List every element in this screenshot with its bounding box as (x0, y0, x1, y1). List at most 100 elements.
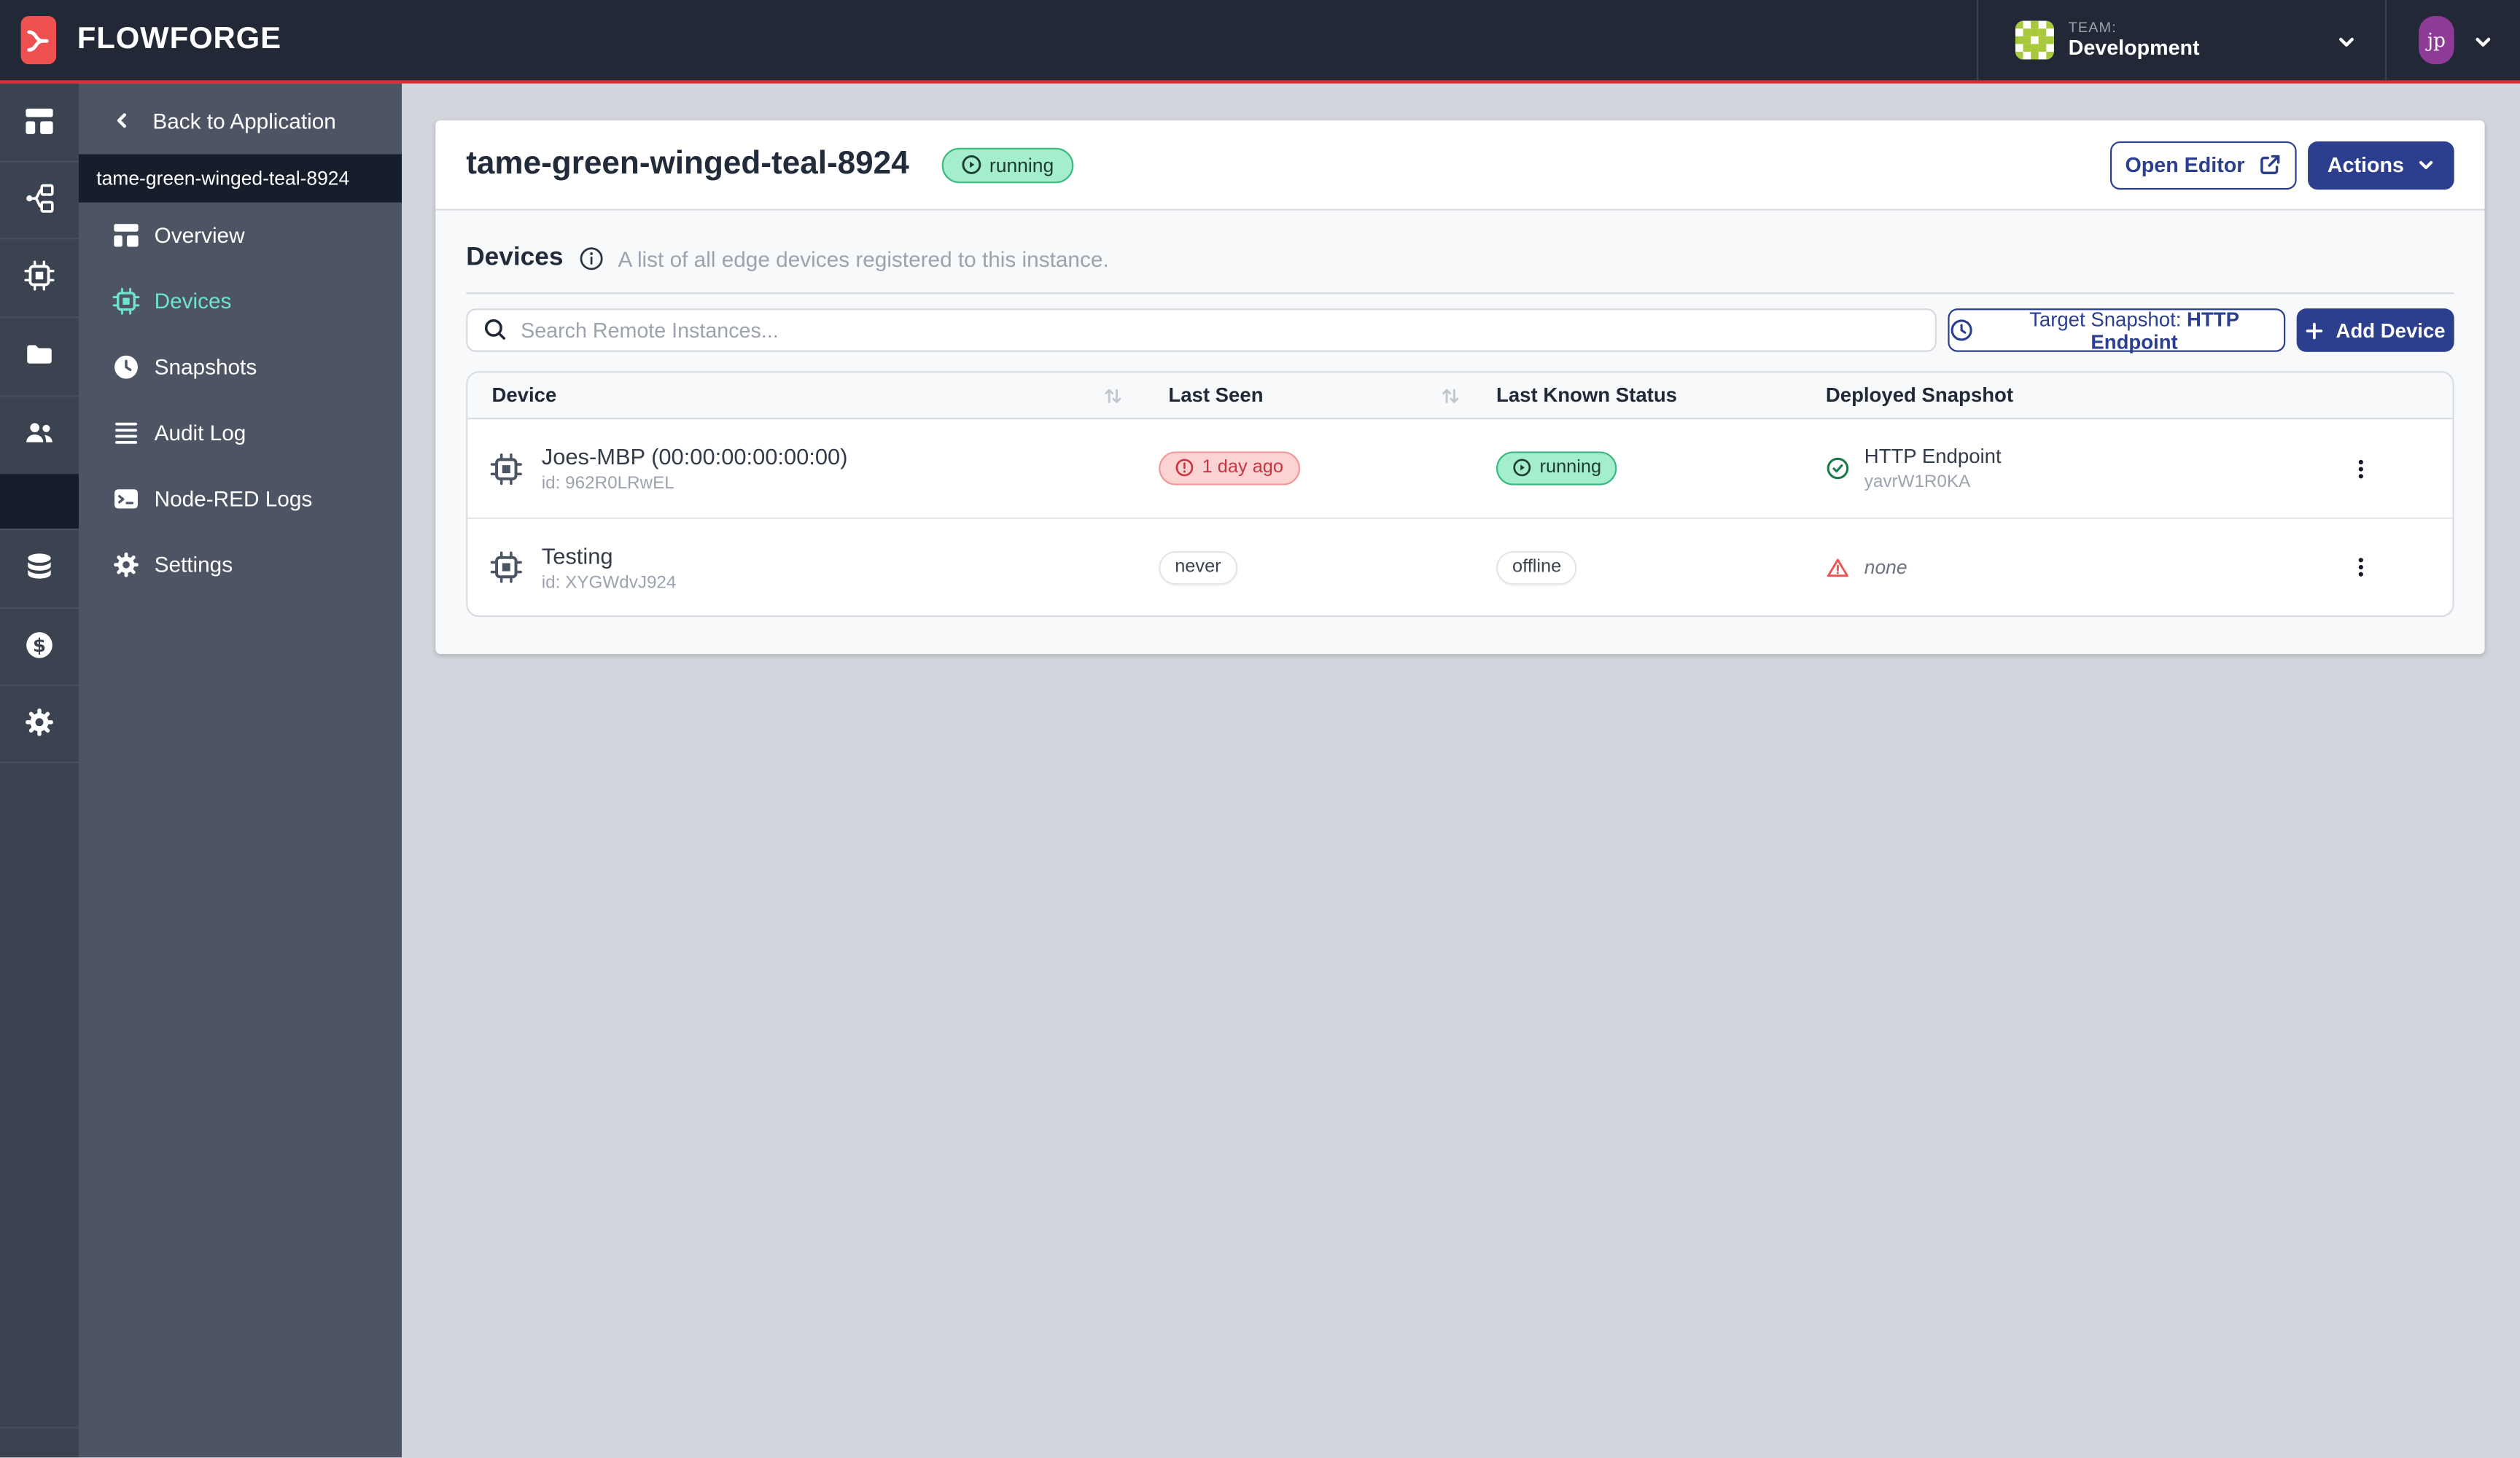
info-icon[interactable] (578, 246, 603, 271)
header-actions: Open Editor Actions (2109, 140, 2454, 189)
top-navbar: FLOWFORGE (0, 0, 2520, 84)
last-seen-cell: never (1144, 550, 1482, 585)
device-id: id: 962R0LRwEL (541, 474, 674, 494)
columns-icon (26, 108, 53, 134)
actions-button[interactable]: Actions (2308, 140, 2454, 189)
status-cell: running (1482, 451, 1811, 486)
sidebar-item-nodered-logs[interactable]: Node-RED Logs (79, 472, 402, 524)
gear-icon (26, 708, 53, 736)
devices-section-header: Devices A list of all edge devices regis… (466, 211, 2454, 273)
flowforge-logo-icon (20, 16, 57, 65)
last-seen-cell: 1 day ago (1144, 451, 1482, 486)
rail-billing-icon[interactable]: $ (0, 630, 79, 662)
database-icon (28, 553, 51, 579)
rail-active-slot[interactable] (0, 474, 79, 529)
clock-icon (114, 354, 138, 378)
snapshot-name: HTTP Endpoint (1864, 445, 2002, 468)
deployed-snapshot-cell: none (1811, 555, 2316, 580)
open-editor-button[interactable]: Open Editor (2109, 140, 2297, 189)
chip-icon (490, 452, 522, 485)
rail-settings-icon[interactable] (0, 707, 79, 739)
status-badge: running (941, 147, 1073, 183)
sidebar-item-label: Audit Log (154, 420, 246, 445)
back-label: Back to Application (152, 108, 336, 133)
devices-table: Device Last Seen Last Known Status Deplo… (466, 371, 2454, 617)
instance-menu: Back to Application tame-green-winged-te… (79, 83, 402, 1458)
last-seen-badge: 1 day ago (1159, 451, 1300, 486)
sidebar-item-overview[interactable]: Overview (79, 209, 402, 261)
page-title: tame-green-winged-teal-8924 (466, 146, 909, 182)
sort-icon (1102, 385, 1124, 406)
users-icon (26, 423, 52, 443)
kebab-menu-icon[interactable] (2344, 451, 2379, 486)
gear-icon (114, 551, 139, 577)
sidebar-icon-rail: $ (0, 83, 79, 1458)
sidebar-item-label: Devices (154, 288, 232, 313)
sidebar-item-label: Settings (154, 552, 233, 577)
devices-heading: Devices (466, 244, 564, 272)
sort-icon (1440, 385, 1461, 406)
add-device-button[interactable]: Add Device (2296, 308, 2454, 352)
alert-circle-icon (1175, 459, 1194, 477)
device-cell: Joes-MBP (00:00:00:00:00:00) id: 962R0LR… (467, 443, 1144, 494)
device-row-joes-mbp[interactable]: Joes-MBP (00:00:00:00:00:00) id: 962R0LR… (467, 419, 2452, 517)
devices-description: A list of all edge devices registered to… (618, 246, 1109, 271)
navbar-right: TEAM: Development jp (1977, 0, 2520, 81)
rail-library-icon[interactable] (0, 339, 79, 371)
user-menu[interactable]: jp (2387, 0, 2520, 80)
status-badge: running (1496, 451, 1618, 486)
snapshot-none: none (1864, 555, 1908, 579)
rail-overview-icon[interactable] (0, 106, 79, 138)
column-header-last-seen[interactable]: Last Seen (1144, 384, 1482, 407)
team-switcher[interactable]: TEAM: Development (1978, 0, 2385, 80)
navbar-divider (2384, 0, 2387, 81)
chevron-left-icon (112, 111, 131, 130)
status-cell: offline (1482, 550, 1811, 585)
brand-wordmark: FLOWFORGE (77, 22, 281, 57)
brand-home-link[interactable]: FLOWFORGE (0, 0, 281, 80)
dollar-icon: $ (26, 632, 52, 658)
pipeline-icon (26, 184, 54, 213)
deployed-snapshot-cell: HTTP Endpoint yavrW1R0KA (1811, 445, 2316, 491)
clock-icon (1951, 319, 1972, 341)
rail-members-icon[interactable] (0, 418, 79, 450)
device-row-testing[interactable]: Testing id: XYGWdvJ924 never offline (467, 517, 2453, 615)
chevron-down-icon (2337, 31, 2356, 50)
device-cell: Testing id: XYGWdvJ924 (467, 542, 1144, 592)
sidebar-item-devices[interactable]: Devices (79, 275, 402, 327)
target-snapshot-button[interactable]: Target Snapshot: HTTP Endpoint (1948, 308, 2286, 353)
chevron-down-icon (2419, 160, 2432, 169)
sidebar-item-label: Snapshots (154, 354, 257, 379)
rail-pipelines-icon[interactable] (0, 183, 79, 215)
sidebar-item-snapshots[interactable]: Snapshots (79, 340, 402, 392)
last-seen-badge: never (1159, 550, 1237, 585)
user-avatar: jp (2419, 16, 2454, 65)
instance-page: tame-green-winged-teal-8924 running Open… (435, 120, 2485, 655)
search-box (466, 308, 1937, 352)
instance-name-band: tame-green-winged-teal-8924 (79, 154, 402, 203)
team-name: Development (2068, 34, 2200, 59)
play-circle-icon (1513, 459, 1531, 477)
external-link-icon (2260, 155, 2279, 175)
rail-devices-icon[interactable] (0, 260, 79, 292)
navbar-divider (1977, 0, 1979, 81)
list-lines-icon (115, 421, 138, 443)
chip-icon (112, 286, 140, 314)
chip-icon (24, 260, 55, 291)
check-circle-icon (1827, 457, 1849, 480)
back-to-application[interactable]: Back to Application (79, 95, 402, 147)
sidebar-item-audit-log[interactable]: Audit Log (79, 407, 402, 459)
folder-icon (27, 345, 52, 364)
row-actions-cell (2316, 451, 2452, 486)
search-icon (482, 316, 508, 342)
search-input[interactable] (466, 308, 1937, 352)
team-info: TEAM: Development (2069, 20, 2200, 61)
rail-instances-icon[interactable] (0, 551, 79, 583)
column-header-device[interactable]: Device (467, 384, 1144, 407)
sidebar-item-settings[interactable]: Settings (79, 538, 402, 590)
kebab-menu-icon[interactable] (2344, 550, 2379, 585)
terminal-icon (114, 488, 138, 508)
team-avatar (2015, 20, 2054, 60)
plus-icon (2306, 321, 2324, 339)
